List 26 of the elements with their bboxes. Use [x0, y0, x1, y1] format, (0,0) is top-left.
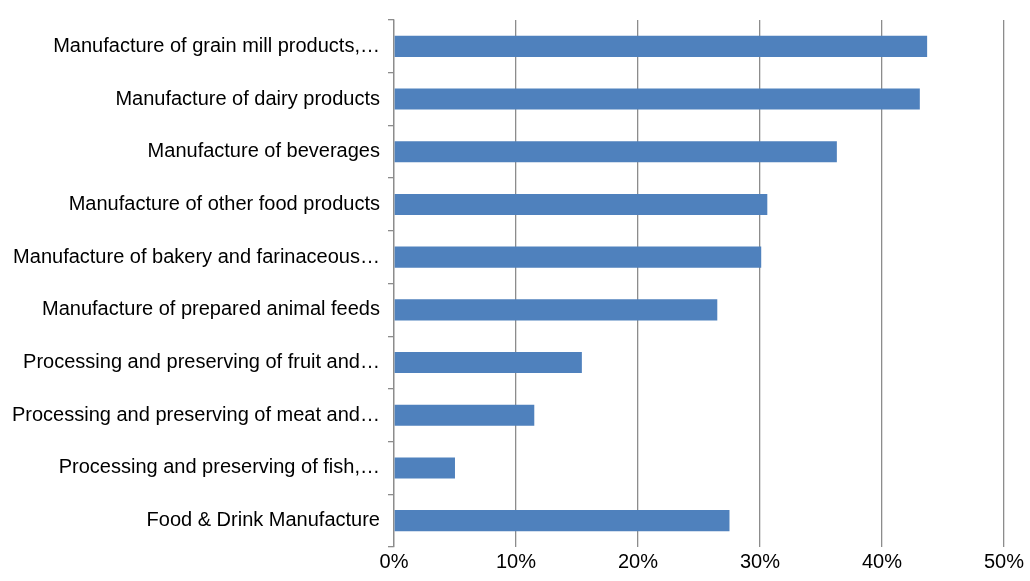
bar	[394, 352, 582, 374]
bar	[394, 193, 768, 215]
bar	[394, 510, 730, 532]
y-tick-label: Manufacture of dairy products	[115, 86, 380, 109]
y-tick-label: Manufacture of other food products	[68, 191, 380, 214]
y-tick-label: Processing and preserving of meat and…	[11, 402, 380, 425]
y-tick-label: Manufacture of beverages	[147, 139, 380, 162]
x-tick-label: 40%	[861, 549, 903, 572]
x-tick-label: 50%	[983, 549, 1025, 572]
bar	[394, 457, 455, 479]
bar	[394, 88, 920, 110]
bar	[394, 246, 762, 268]
x-tick-label: 10%	[495, 549, 537, 572]
y-tick-label: Manufacture of grain mill products,…	[53, 33, 380, 56]
x-tick-label: 20%	[617, 549, 659, 572]
bar	[394, 35, 928, 57]
y-tick-label: Processing and preserving of fruit and…	[23, 350, 380, 373]
bar	[394, 299, 718, 321]
bar	[394, 141, 837, 163]
y-tick-label: Manufacture of bakery and farinaceous…	[13, 244, 380, 267]
y-tick-label: Manufacture of prepared animal feeds	[41, 297, 380, 320]
x-tick-label: 0%	[379, 549, 409, 572]
y-tick-label: Food & Drink Manufacture	[146, 508, 380, 531]
y-tick-label: Processing and preserving of fish,…	[58, 455, 380, 478]
bar	[394, 404, 535, 426]
x-tick-label: 30%	[739, 549, 781, 572]
